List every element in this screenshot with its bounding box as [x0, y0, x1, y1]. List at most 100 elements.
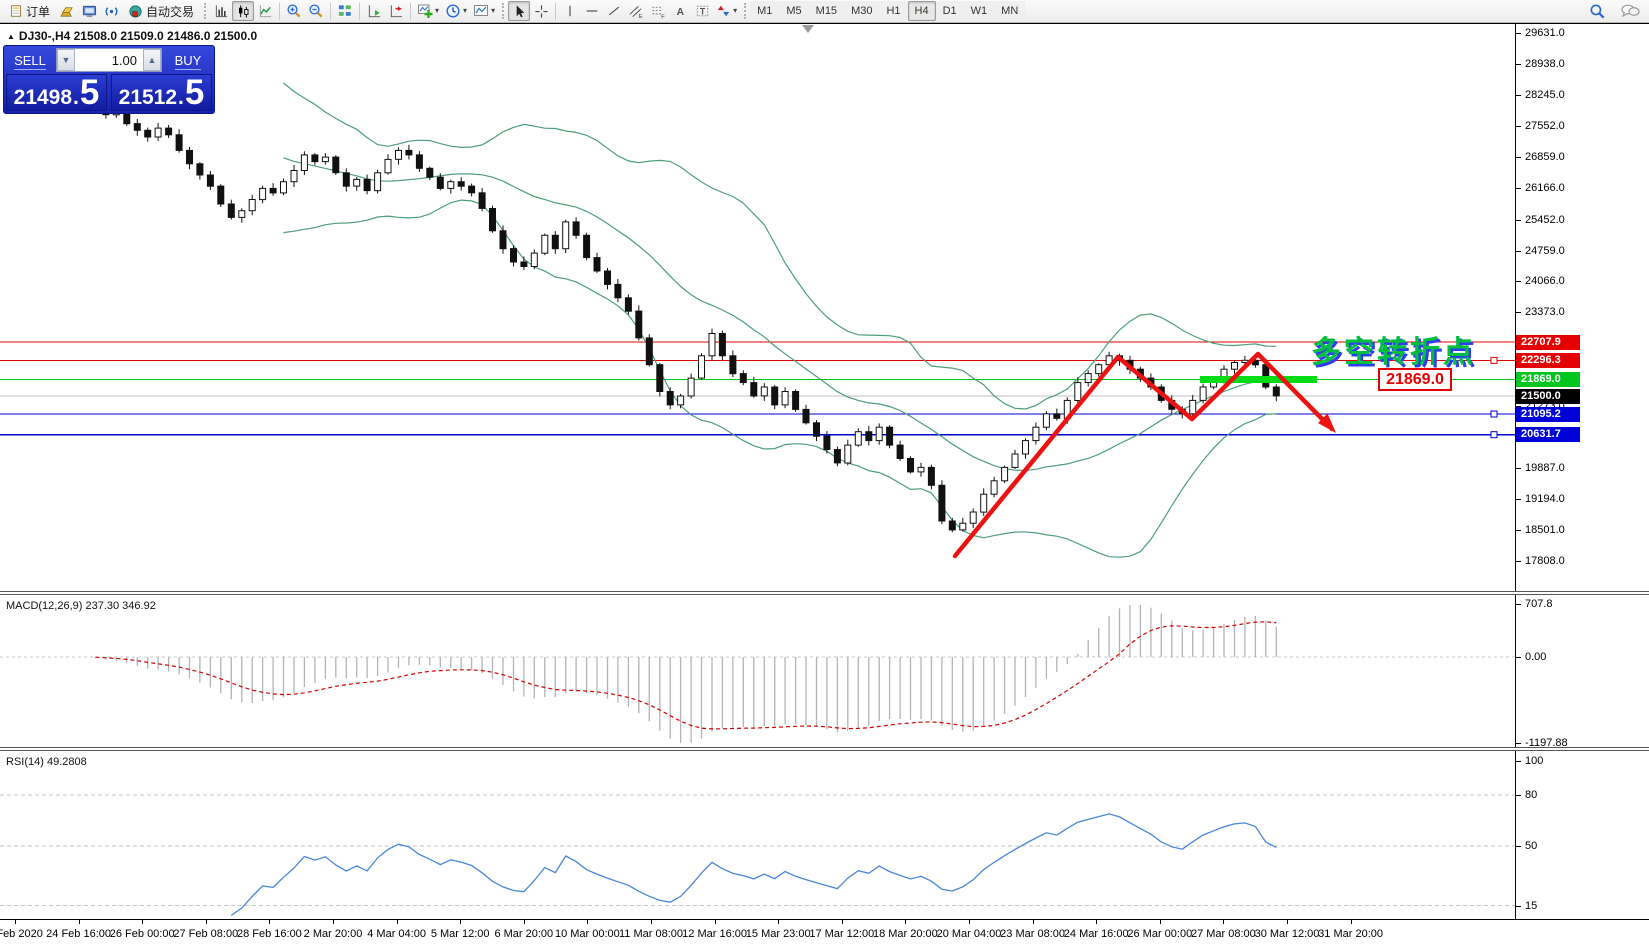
auto-scroll-icon	[368, 4, 380, 17]
cursor-button[interactable]	[508, 1, 531, 21]
search-button[interactable]	[1586, 1, 1609, 21]
sell-price-button[interactable]: 21498. 5	[6, 74, 107, 111]
zoom-out-icon	[309, 4, 323, 18]
timeframe-w1-button[interactable]: W1	[963, 1, 995, 21]
price-tick-label: 23373.0	[1525, 306, 1565, 319]
panel-separator[interactable]	[0, 591, 1649, 595]
terminal-button[interactable]	[78, 1, 100, 21]
chart-shift-marker[interactable]	[802, 25, 814, 33]
equidistant-channel-button[interactable]: E	[625, 1, 647, 21]
time-tick-label: 24 Mar 16:00	[1063, 928, 1129, 940]
svg-text:A: A	[677, 6, 685, 18]
signal-button[interactable]	[100, 1, 122, 21]
timeframe-h4-button[interactable]: H4	[907, 1, 936, 21]
timeframe-h1-button[interactable]: H1	[879, 1, 908, 21]
indicators-dropdown-caret: ▾	[435, 6, 440, 15]
line-chart-button[interactable]	[254, 1, 276, 21]
volume-value[interactable]: 1.00	[111, 53, 137, 68]
timeframe-m30-button[interactable]: M30	[844, 1, 880, 21]
fibonacci-icon: F	[652, 6, 665, 19]
trendline-button[interactable]	[603, 1, 625, 21]
bar-chart-button[interactable]	[210, 1, 232, 21]
fibonacci-button[interactable]: F	[647, 1, 669, 21]
timeframe-mn-button[interactable]: MN	[994, 1, 1026, 21]
price-chart-canvas[interactable]	[0, 24, 1515, 591]
price-level-annotation[interactable]: 21869.0	[1378, 368, 1452, 391]
macd-axis[interactable]: 707.8 0.00 -1197.88	[1516, 595, 1648, 749]
arrows-button[interactable]: ▾	[713, 1, 740, 21]
gold-ingot-button[interactable]	[56, 1, 78, 21]
price-badge: 22296.3	[1516, 352, 1580, 368]
price-chart-plot[interactable]: ▲ DJ30-,H4 21508.0 21509.0 21486.0 21500.…	[0, 24, 1516, 591]
zoom-out-button[interactable]	[305, 1, 327, 21]
price-tick-label: 24759.0	[1525, 244, 1565, 257]
rsi-value-axis[interactable]: 100 80 50 15	[1516, 751, 1648, 919]
templates-button[interactable]: ▾	[470, 1, 498, 21]
chart-window: ▲ DJ30-,H4 21508.0 21509.0 21486.0 21500.…	[0, 23, 1649, 945]
turning-point-annotation[interactable]: 多空转折点	[1311, 336, 1476, 369]
price-axis[interactable]: 29631.0 28938.0 28245.0 27552.0 26859.0 26166…	[1516, 24, 1648, 591]
price-tick-label: 17808.0	[1525, 554, 1565, 567]
time-tick-label: 1 Feb 2020	[0, 928, 43, 940]
chart-marker-icon: ▲	[7, 31, 15, 41]
rsi-panel: RSI(14) 49.2808 100 80 50 15	[0, 751, 1649, 919]
price-badge: 21500.0	[1516, 388, 1580, 404]
auto-scroll-button[interactable]	[363, 1, 385, 21]
trendline-icon	[608, 6, 620, 16]
price-tick-label: 18501.0	[1525, 523, 1565, 536]
timeframe-m15-button[interactable]: M15	[808, 1, 845, 21]
vertical-line-button[interactable]	[559, 1, 581, 21]
time-tick-label: 5 Mar 12:00	[430, 928, 490, 940]
rsi-tick-label: 80	[1525, 789, 1538, 801]
text-icon: A	[677, 6, 685, 18]
panel-separator[interactable]	[0, 747, 1649, 751]
toolbar-grip[interactable]	[744, 3, 747, 19]
time-tick-label: 18 Mar 20:00	[872, 928, 938, 940]
autotrading-button[interactable]: 自动交易	[122, 1, 200, 21]
price-tick-label: 27552.0	[1525, 119, 1565, 132]
new-order-button[interactable]: 订单	[3, 1, 56, 21]
zoom-in-button[interactable]	[283, 1, 305, 21]
rsi-canvas[interactable]	[0, 751, 1515, 919]
price-tick-label: 28938.0	[1525, 57, 1565, 70]
timeframe-d1-button[interactable]: D1	[935, 1, 964, 21]
periods-button[interactable]: ▾	[442, 1, 470, 21]
cursor-icon	[516, 4, 524, 17]
crosshair-button[interactable]	[530, 1, 552, 21]
time-tick-label: 30 Mar 12:00	[1254, 928, 1320, 940]
terminal-icon	[82, 5, 96, 17]
clock-icon	[446, 4, 460, 18]
chart-title: ▲ DJ30-,H4 21508.0 21509.0 21486.0 21500.…	[7, 29, 258, 43]
candlestick-chart-button[interactable]	[232, 1, 255, 21]
chart-shift-button[interactable]	[385, 1, 407, 21]
sell-button[interactable]: SELL	[6, 48, 54, 72]
toolbar-grip[interactable]	[204, 3, 207, 19]
volume-decrease-button[interactable]: ▼	[57, 49, 75, 71]
macd-plot[interactable]: MACD(12,26,9) 237.30 346.92	[0, 595, 1516, 747]
buy-price-button[interactable]: 21512. 5	[111, 74, 212, 111]
timeframe-m5-button[interactable]: M5	[779, 1, 809, 21]
text-button[interactable]: A	[669, 1, 691, 21]
buy-button[interactable]: BUY	[164, 48, 212, 72]
text-label-button[interactable]: T	[691, 1, 713, 21]
price-tick-label: 26166.0	[1525, 181, 1565, 194]
autotrading-label: 自动交易	[146, 4, 195, 19]
macd-tick-label: 0.00	[1525, 651, 1547, 663]
horizontal-line-button[interactable]	[581, 1, 603, 21]
time-tick-label: 31 Mar 20:00	[1318, 928, 1384, 940]
tile-windows-button[interactable]	[334, 1, 356, 21]
price-tick-label: 24066.0	[1525, 275, 1565, 288]
time-tick-label: 20 Mar 04:00	[936, 928, 1002, 940]
indicators-button[interactable]: ▾	[414, 1, 442, 21]
rsi-plot[interactable]: RSI(14) 49.2808	[0, 751, 1516, 919]
chat-button[interactable]	[1617, 1, 1643, 21]
macd-canvas[interactable]	[0, 595, 1515, 747]
tile-windows-icon	[338, 4, 352, 17]
new-order-label: 订单	[26, 4, 51, 19]
chat-bubbles-icon	[1621, 4, 1640, 18]
time-tick-label: 24 Feb 16:00	[46, 928, 112, 940]
volume-increase-button[interactable]: ▲	[143, 49, 161, 71]
timeframe-m1-button[interactable]: M1	[750, 1, 780, 21]
toolbar-grip[interactable]	[502, 3, 505, 19]
